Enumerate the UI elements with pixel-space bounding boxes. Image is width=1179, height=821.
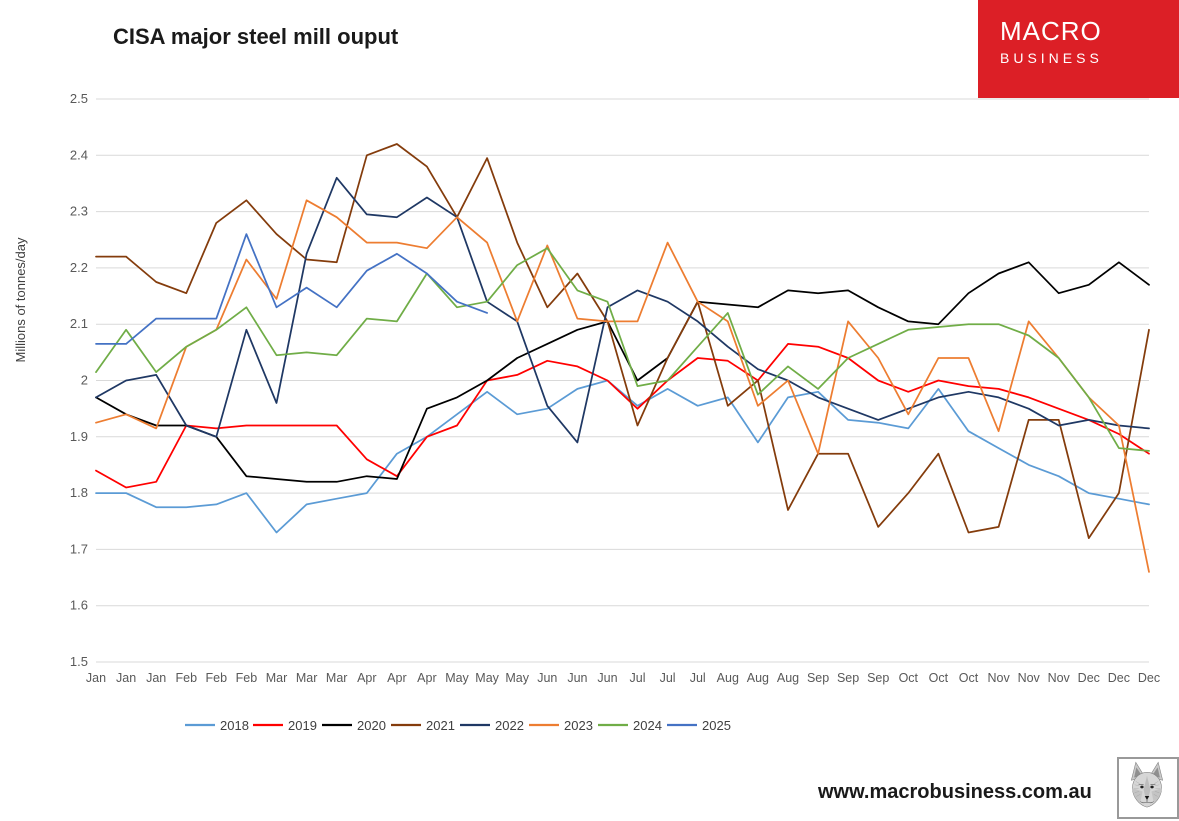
- svg-text:2.2: 2.2: [70, 260, 88, 275]
- svg-text:Apr: Apr: [417, 671, 436, 685]
- svg-text:Apr: Apr: [357, 671, 376, 685]
- svg-text:Nov: Nov: [987, 671, 1010, 685]
- svg-text:Jan: Jan: [116, 671, 136, 685]
- svg-text:1.8: 1.8: [70, 485, 88, 500]
- svg-text:Aug: Aug: [717, 671, 739, 685]
- svg-text:2.5: 2.5: [70, 91, 88, 106]
- svg-text:2.1: 2.1: [70, 316, 88, 331]
- svg-text:Feb: Feb: [206, 671, 228, 685]
- svg-text:1.7: 1.7: [70, 541, 88, 556]
- svg-text:2019: 2019: [288, 718, 317, 733]
- svg-text:Dec: Dec: [1108, 671, 1130, 685]
- svg-text:Jan: Jan: [146, 671, 166, 685]
- svg-text:Apr: Apr: [387, 671, 406, 685]
- svg-text:Jul: Jul: [630, 671, 646, 685]
- svg-text:Feb: Feb: [176, 671, 198, 685]
- svg-text:Jul: Jul: [660, 671, 676, 685]
- svg-text:2.3: 2.3: [70, 204, 88, 219]
- svg-text:Sep: Sep: [867, 671, 889, 685]
- svg-text:2025: 2025: [702, 718, 731, 733]
- svg-text:2: 2: [81, 373, 88, 388]
- svg-text:May: May: [505, 671, 529, 685]
- svg-text:2.4: 2.4: [70, 147, 88, 162]
- svg-text:Mar: Mar: [326, 671, 348, 685]
- svg-text:Oct: Oct: [959, 671, 979, 685]
- svg-text:Jun: Jun: [597, 671, 617, 685]
- svg-text:Dec: Dec: [1138, 671, 1160, 685]
- svg-text:Aug: Aug: [777, 671, 799, 685]
- svg-text:Jun: Jun: [537, 671, 557, 685]
- svg-text:Nov: Nov: [1048, 671, 1071, 685]
- svg-text:Sep: Sep: [837, 671, 859, 685]
- svg-text:Jul: Jul: [690, 671, 706, 685]
- svg-text:2018: 2018: [220, 718, 249, 733]
- svg-text:Sep: Sep: [807, 671, 829, 685]
- svg-text:Oct: Oct: [899, 671, 919, 685]
- svg-text:Nov: Nov: [1018, 671, 1041, 685]
- svg-text:Mar: Mar: [296, 671, 318, 685]
- svg-text:1.9: 1.9: [70, 429, 88, 444]
- svg-text:2023: 2023: [564, 718, 593, 733]
- svg-text:May: May: [445, 671, 469, 685]
- svg-text:2020: 2020: [357, 718, 386, 733]
- svg-text:1.5: 1.5: [70, 654, 88, 669]
- svg-text:Jun: Jun: [567, 671, 587, 685]
- svg-text:May: May: [475, 671, 499, 685]
- svg-text:2022: 2022: [495, 718, 524, 733]
- svg-text:Oct: Oct: [929, 671, 949, 685]
- svg-text:Feb: Feb: [236, 671, 258, 685]
- svg-text:Mar: Mar: [266, 671, 288, 685]
- svg-text:Jan: Jan: [86, 671, 106, 685]
- svg-text:2021: 2021: [426, 718, 455, 733]
- svg-text:2024: 2024: [633, 718, 662, 733]
- svg-text:1.6: 1.6: [70, 598, 88, 613]
- svg-text:Dec: Dec: [1078, 671, 1100, 685]
- svg-text:Aug: Aug: [747, 671, 769, 685]
